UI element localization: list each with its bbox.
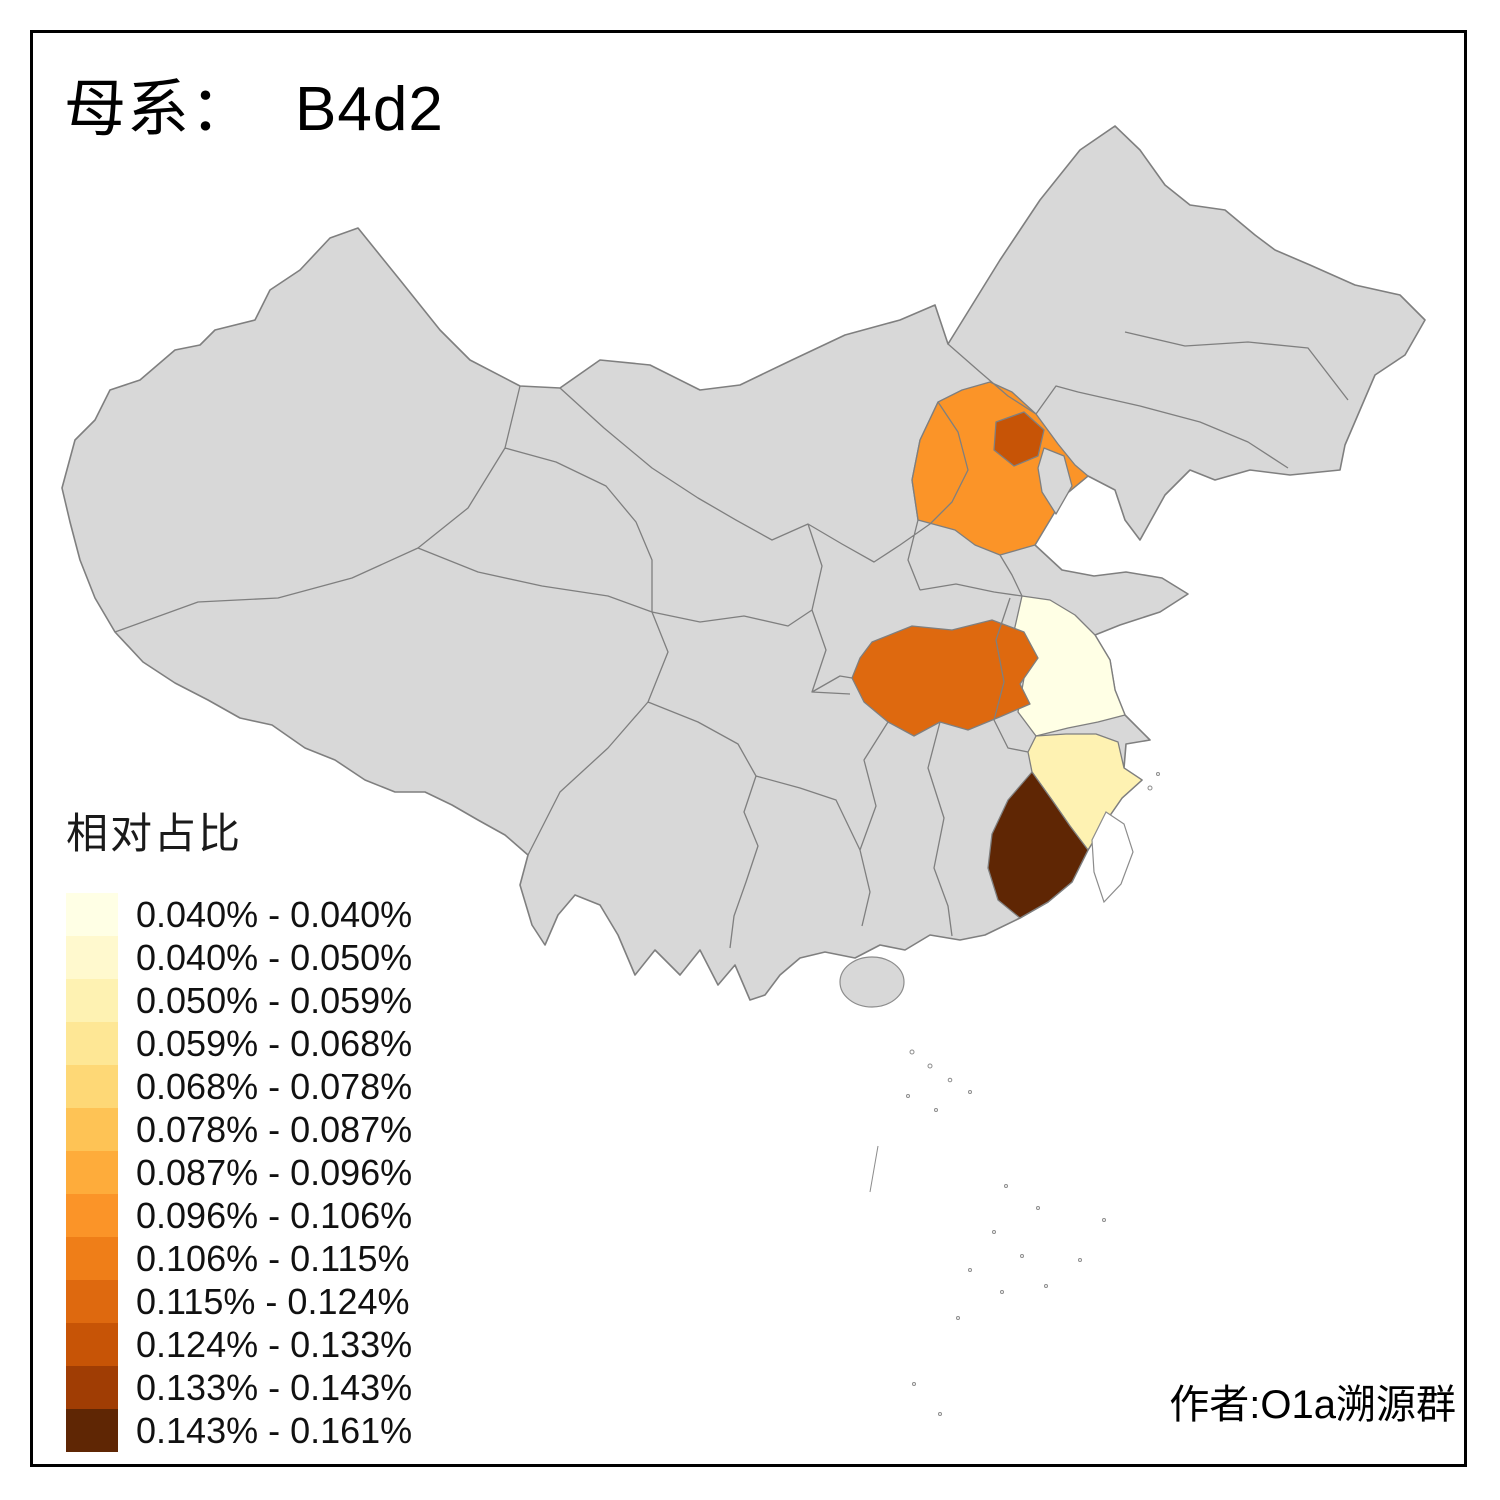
legend-label: 0.087% - 0.096% — [136, 1151, 413, 1193]
province-fujian — [987, 771, 1089, 919]
legend-row: 0.124% - 0.133% — [66, 1323, 412, 1366]
province-hubei — [851, 619, 1039, 737]
map-title: 母系： B4d2 — [64, 58, 444, 148]
legend-swatch — [66, 979, 118, 1022]
legend-row: 0.040% - 0.040% — [66, 893, 412, 936]
legend-swatch — [66, 1151, 118, 1194]
legend-swatch — [66, 1065, 118, 1108]
legend-swatch — [66, 936, 118, 979]
legend-label: 0.040% - 0.040% — [136, 893, 413, 935]
legend-swatch — [66, 1409, 118, 1452]
legend-row: 0.068% - 0.078% — [66, 1065, 412, 1108]
legend-swatch — [66, 893, 118, 936]
legend-row: 0.087% - 0.096% — [66, 1151, 412, 1194]
legend-row: 0.078% - 0.087% — [66, 1108, 412, 1151]
legend-row: 0.050% - 0.059% — [66, 979, 412, 1022]
legend-swatch — [66, 1194, 118, 1237]
legend-swatch — [66, 1280, 118, 1323]
legend-row: 0.133% - 0.143% — [66, 1366, 412, 1409]
title-haplogroup-value: B4d2 — [295, 75, 444, 144]
legend-label: 0.133% - 0.143% — [136, 1366, 413, 1408]
legend-label: 0.068% - 0.078% — [136, 1065, 413, 1107]
province-borders — [114, 331, 1349, 949]
legend-row: 0.040% - 0.050% — [66, 936, 412, 979]
province-jiangsu — [1011, 595, 1126, 737]
province-tianjin — [1037, 447, 1073, 515]
legend-swatch — [66, 1366, 118, 1409]
legend-swatch — [66, 1323, 118, 1366]
legend-label: 0.078% - 0.087% — [136, 1108, 413, 1150]
legend-row: 0.059% - 0.068% — [66, 1022, 412, 1065]
legend-label: 0.124% - 0.133% — [136, 1323, 413, 1365]
legend-row: 0.143% - 0.161% — [66, 1409, 412, 1452]
legend-row: 0.096% - 0.106% — [66, 1194, 412, 1237]
legend-rows: 0.040% - 0.040% 0.040% - 0.050% 0.050% -… — [66, 893, 412, 1452]
legend-swatch — [66, 1108, 118, 1151]
legend-row: 0.115% - 0.124% — [66, 1280, 412, 1323]
map-frame — [30, 30, 1467, 1467]
title-haplogroup-label: 母系： — [64, 75, 254, 144]
legend-label: 0.059% - 0.068% — [136, 1022, 413, 1064]
legend-label: 0.106% - 0.115% — [136, 1237, 410, 1279]
legend-label: 0.096% - 0.106% — [136, 1194, 413, 1236]
legend-label: 0.143% - 0.161% — [136, 1409, 413, 1451]
hainan-island — [839, 956, 905, 1008]
taiwan-island — [1091, 811, 1134, 904]
province-beijing — [993, 411, 1045, 467]
legend-label: 0.050% - 0.059% — [136, 979, 413, 1021]
legend-title: 相对占比 — [66, 810, 243, 857]
author-attribution: 作者:O1a溯源群 — [1169, 1383, 1456, 1427]
legend: 相对占比 0.040% - 0.040% 0.040% - 0.050% 0.0… — [66, 800, 412, 1452]
legend-label: 0.115% - 0.124% — [136, 1280, 410, 1322]
legend-swatch — [66, 1237, 118, 1280]
south-china-sea-islands — [869, 772, 1160, 1416]
legend-row: 0.106% - 0.115% — [66, 1237, 412, 1280]
legend-label: 0.040% - 0.050% — [136, 936, 413, 978]
legend-swatch — [66, 1022, 118, 1065]
